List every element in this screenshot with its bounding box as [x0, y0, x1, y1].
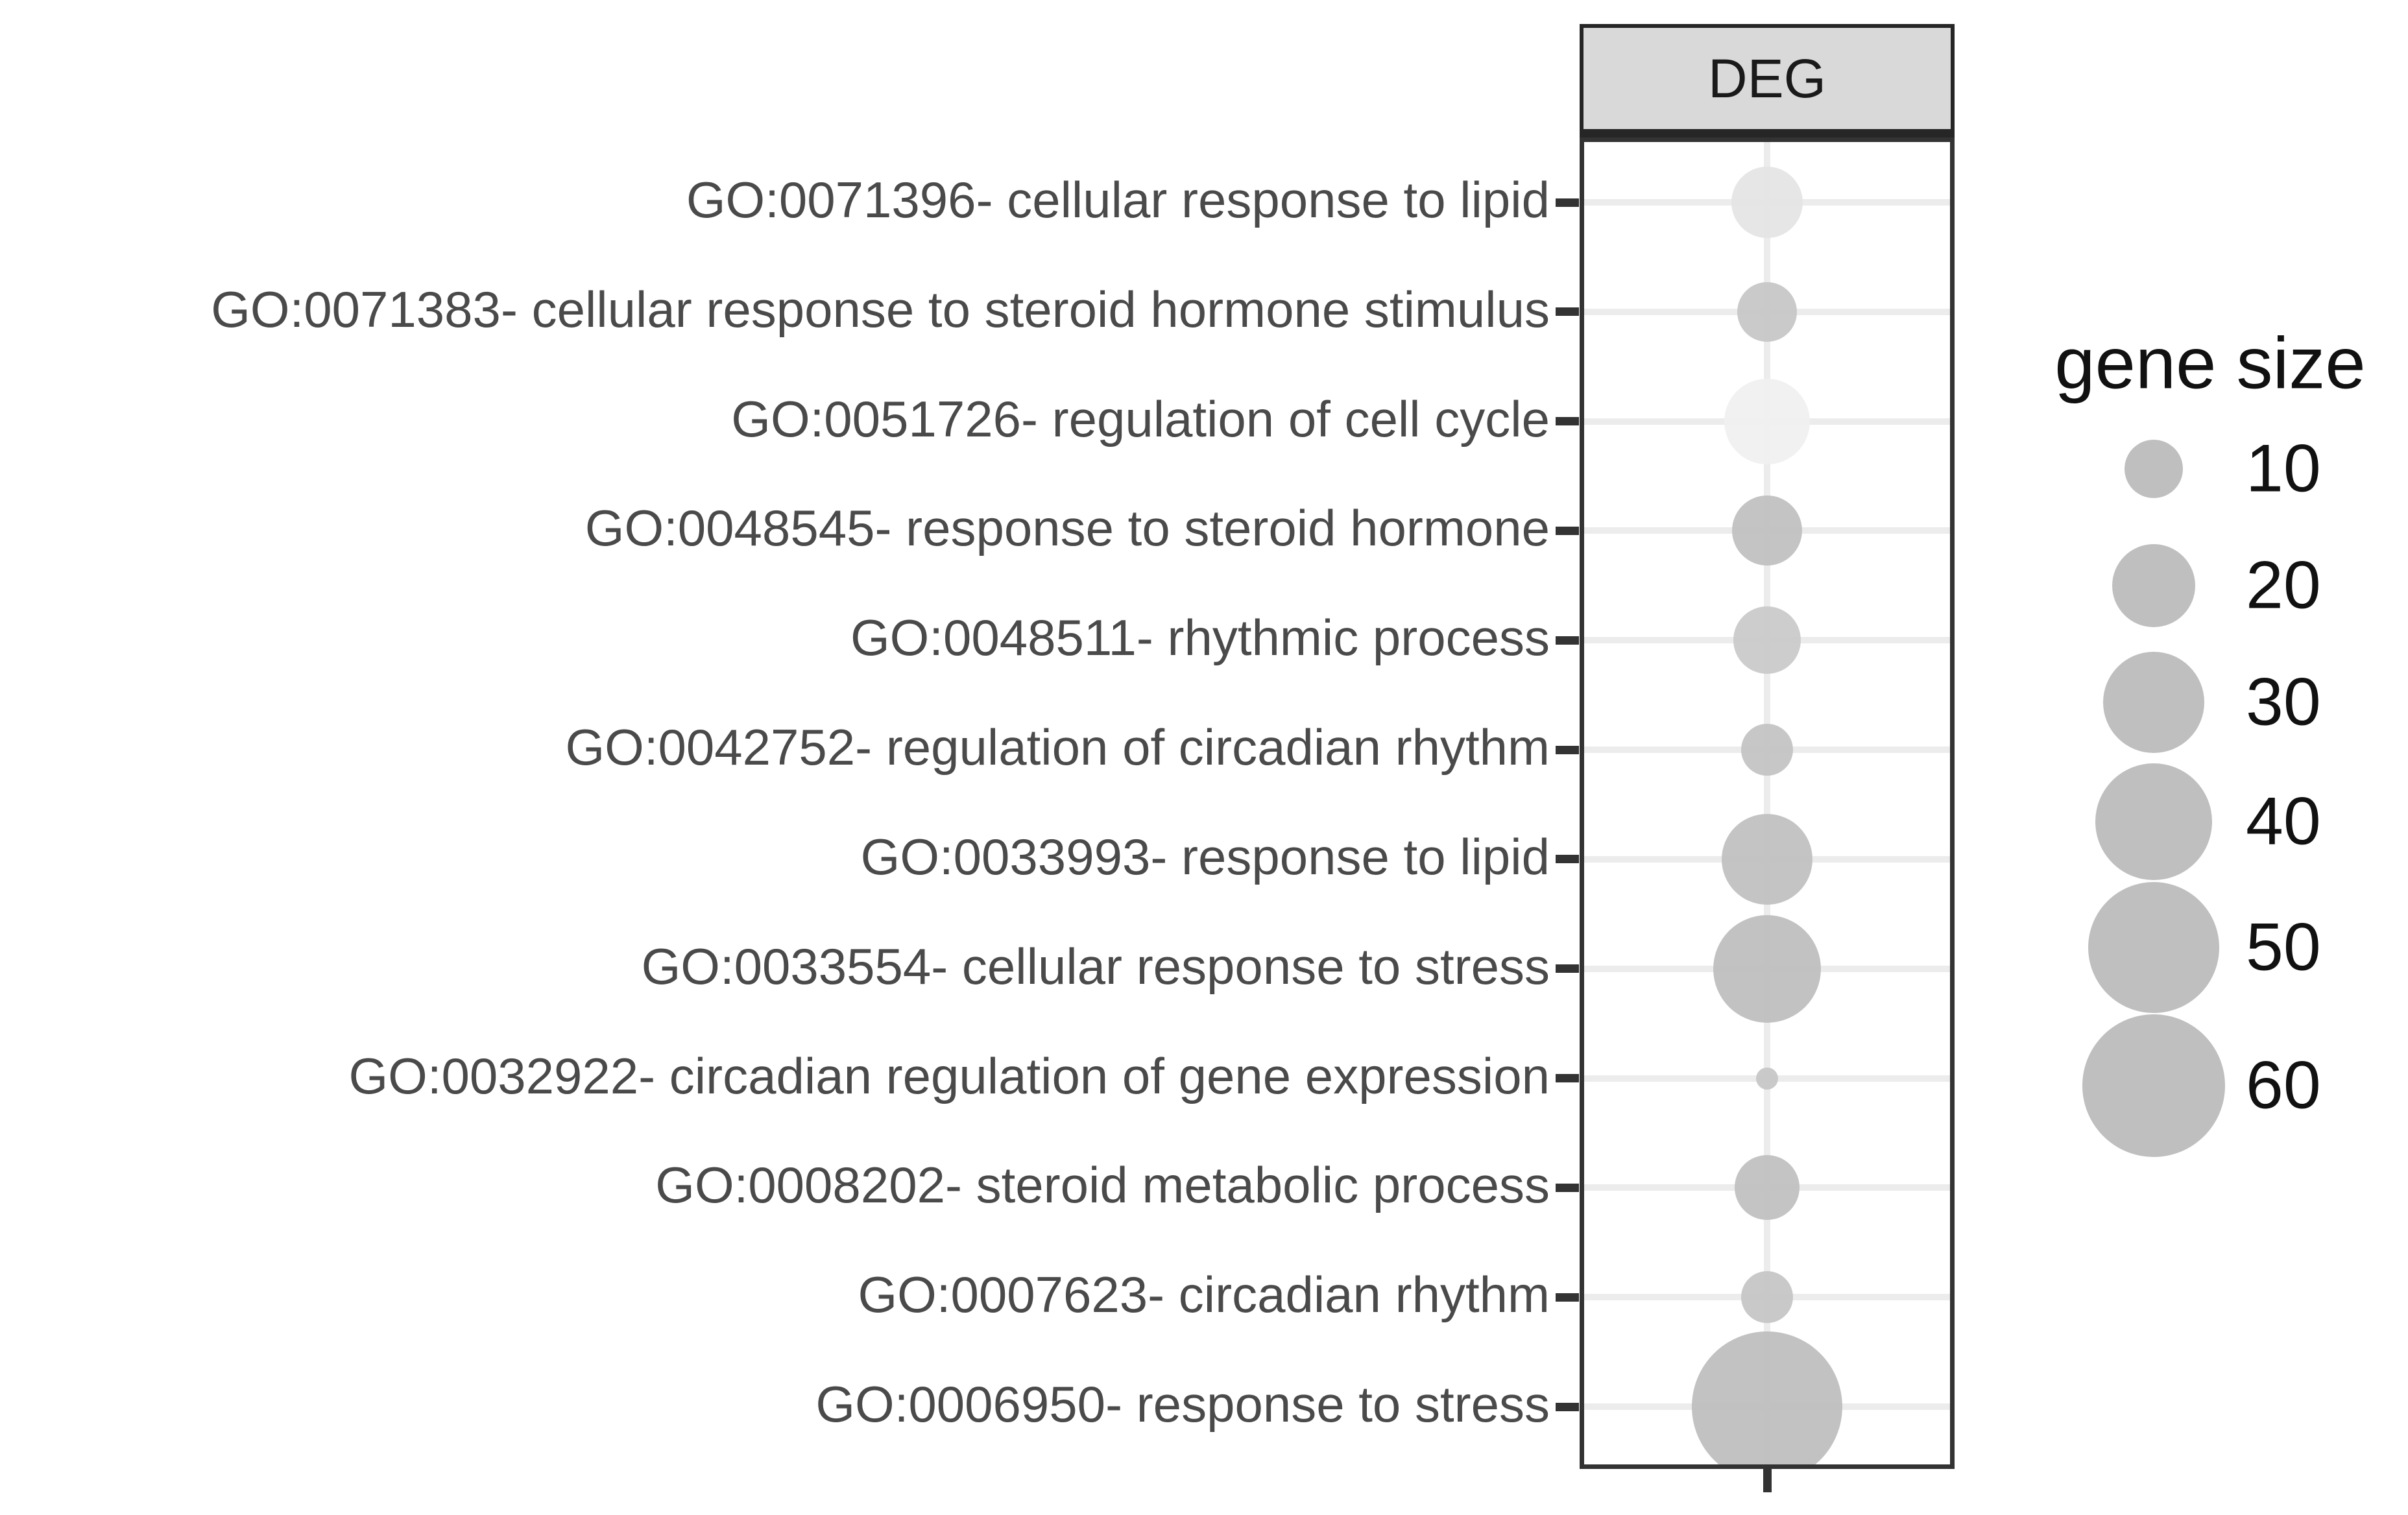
bubble: [1737, 281, 1797, 342]
legend-key-bubble: [2095, 763, 2212, 880]
y-axis-label: GO:0042752- regulation of circadian rhyt…: [565, 718, 1550, 776]
y-axis-tick: [1556, 417, 1579, 426]
y-axis-label: GO:0033554- cellular response to stress: [641, 937, 1550, 995]
legend-key-bubble: [2088, 882, 2219, 1013]
bubble: [1756, 1067, 1778, 1090]
bubble: [1741, 724, 1793, 776]
legend-key-bubble: [2103, 652, 2204, 753]
y-axis-label: GO:0008202- steroid metabolic process: [655, 1156, 1550, 1214]
bubble: [1735, 1155, 1800, 1221]
legend-key-bubble: [2112, 544, 2195, 627]
y-axis-label: GO:0033993- response to lipid: [860, 828, 1550, 885]
y-axis-tick: [1556, 198, 1579, 207]
facet-strip: DEG: [1580, 24, 1955, 137]
legend-value-label: 50: [2246, 909, 2321, 985]
y-axis-tick: [1556, 1293, 1579, 1302]
legend-value-label: 10: [2246, 431, 2321, 507]
legend-key-bubble: [2082, 1014, 2225, 1157]
y-axis-label: GO:0071396- cellular response to lipid: [686, 171, 1550, 228]
legend-key-bubble: [2125, 440, 2183, 498]
bubble: [1722, 813, 1812, 905]
y-axis-label: GO:0032922- circadian regulation of gene…: [348, 1047, 1550, 1104]
y-axis-label: GO:0048511- rhythmic process: [850, 609, 1550, 667]
y-axis-label: GO:0051726- regulation of cell cycle: [731, 390, 1550, 447]
y-axis-label: GO:0007623- circadian rhythm: [858, 1266, 1550, 1324]
bubble: [1692, 1331, 1842, 1464]
legend-value-label: 30: [2246, 664, 2321, 740]
y-axis-tick: [1556, 855, 1579, 864]
y-axis-tick: [1556, 1183, 1579, 1192]
y-axis-label: GO:0048545- response to steroid hormone: [584, 499, 1550, 557]
legend-value-label: 60: [2246, 1047, 2321, 1123]
y-axis-tick: [1556, 307, 1579, 316]
y-axis-tick: [1556, 636, 1579, 645]
legend-value-label: 40: [2246, 783, 2321, 859]
facet-strip-label: DEG: [1707, 47, 1827, 109]
y-axis-label: GO:0006950- response to stress: [815, 1375, 1550, 1433]
bubble: [1713, 914, 1821, 1023]
y-axis-tick: [1556, 964, 1579, 973]
legend-value-label: 20: [2246, 547, 2321, 623]
y-axis-label: GO:0071383- cellular response to steroid…: [211, 280, 1550, 338]
y-axis-tick: [1556, 1074, 1579, 1083]
bubble: [1732, 495, 1802, 566]
bubble: [1731, 167, 1803, 238]
gridline-vertical: [1764, 142, 1770, 1464]
bubble: [1733, 606, 1801, 674]
bubble: [1724, 378, 1810, 464]
y-axis-tick: [1556, 526, 1579, 535]
y-axis-tick: [1556, 745, 1579, 754]
bubble: [1741, 1271, 1793, 1324]
y-axis-tick: [1556, 1402, 1579, 1411]
x-axis-tick: [1763, 1469, 1772, 1492]
plot-panel: [1580, 137, 1955, 1469]
legend-title: gene size: [2054, 322, 2366, 404]
